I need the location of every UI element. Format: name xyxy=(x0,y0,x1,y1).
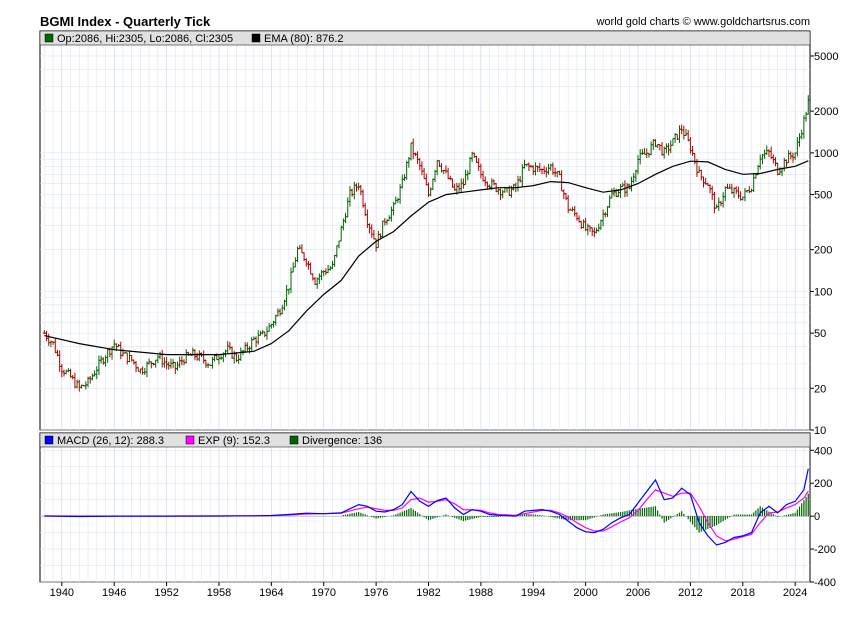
x-tick-label: 1976 xyxy=(364,587,388,599)
x-tick-label: 1940 xyxy=(50,587,74,599)
price-y-tick-label: 500 xyxy=(814,190,832,202)
macd-grid xyxy=(40,447,810,583)
x-tick-label: 1946 xyxy=(102,587,126,599)
macd-legend-bar xyxy=(39,432,811,448)
ohlc-legend: Op:2086, Hi:2305, Lo:2086, Cl:2305 xyxy=(57,33,233,45)
price-panel xyxy=(39,30,811,431)
x-tick-label: 1982 xyxy=(416,587,440,599)
x-axis: 1940 1946 1952 1958 1964 1970 1976 1982 1988 1994… xyxy=(50,582,807,599)
x-tick-label: 1958 xyxy=(207,587,231,599)
price-grid xyxy=(40,44,810,431)
ema-legend-swatch xyxy=(251,33,261,43)
divergence-legend: Divergence: 136 xyxy=(302,435,382,447)
x-tick-label: 1994 xyxy=(521,587,545,599)
exp-legend: EXP (9): 152.3 xyxy=(198,435,270,447)
x-tick-label: 2012 xyxy=(678,587,702,599)
x-tick-label: 1964 xyxy=(259,587,283,599)
price-y-tick-label: 50 xyxy=(814,328,826,340)
macd-y-tick-label: 200 xyxy=(814,478,832,490)
x-tick-label: 1970 xyxy=(311,587,335,599)
price-y-tick-label: 10 xyxy=(814,425,826,437)
chart-credit: world gold charts © www.goldchartsrus.co… xyxy=(595,16,810,28)
price-y-tick-label: 2000 xyxy=(814,106,838,118)
price-y-tick-label: 20 xyxy=(814,383,826,395)
macd-y-tick-label: -200 xyxy=(814,544,836,556)
price-legend-bar xyxy=(39,30,811,46)
chart-title: BGMI Index - Quarterly Tick xyxy=(40,14,211,29)
macd-legend-swatch xyxy=(44,435,54,445)
x-tick-label: 1952 xyxy=(154,587,178,599)
macd-y-tick-label: -400 xyxy=(814,577,836,589)
macd-y-tick-label: 0 xyxy=(814,511,820,523)
exp-legend-swatch xyxy=(185,435,195,445)
price-y-tick-label: 100 xyxy=(814,286,832,298)
ema-line xyxy=(44,160,809,356)
x-tick-label: 2006 xyxy=(626,587,650,599)
macd-line xyxy=(44,468,809,546)
price-y-tick-label: 1000 xyxy=(814,148,838,160)
x-tick-label: 1988 xyxy=(469,587,493,599)
price-y-tick-label: 5000 xyxy=(814,51,838,63)
ohlc-legend-swatch xyxy=(44,33,54,43)
macd-y-tick-label: 400 xyxy=(814,445,832,457)
x-tick-label: 2018 xyxy=(731,587,755,599)
x-tick-label: 2000 xyxy=(573,587,597,599)
x-tick-label: 2024 xyxy=(783,587,807,599)
ema-legend: EMA (80): 876.2 xyxy=(264,33,344,45)
macd-legend: MACD (26, 12): 288.3 xyxy=(57,435,164,447)
macd-y-axis: -400 -200 0 200 400 xyxy=(810,445,836,589)
divergence-bars xyxy=(342,493,809,533)
price-y-tick-label: 200 xyxy=(814,245,832,257)
price-y-axis: 10 20 50 100 200 500 1000 2000 5000 xyxy=(810,51,838,437)
price-marks xyxy=(42,95,810,392)
divergence-legend-swatch xyxy=(289,435,299,445)
ohlc-bar xyxy=(806,95,810,115)
